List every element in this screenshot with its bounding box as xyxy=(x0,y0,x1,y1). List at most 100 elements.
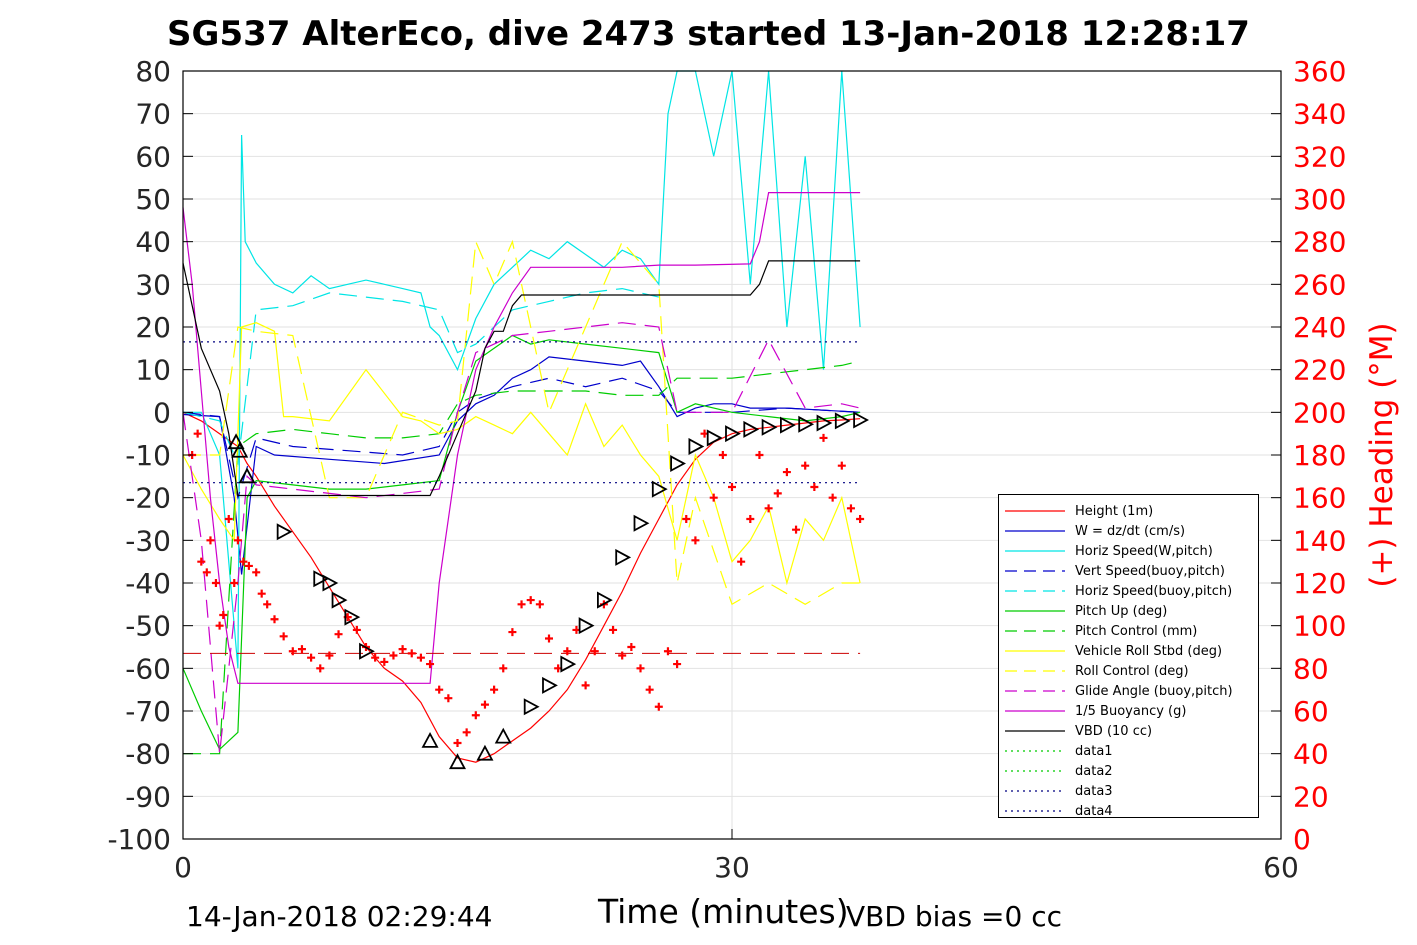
legend-swatch xyxy=(1005,510,1065,512)
heading-point xyxy=(239,557,248,566)
legend-label: Vert Speed(buoy,pitch) xyxy=(1075,564,1225,579)
y-tick-label: 40 xyxy=(135,226,171,259)
depth-marker xyxy=(615,548,632,566)
x-axis-label: Time (minutes) xyxy=(598,892,849,931)
y-tick-label: 0 xyxy=(153,396,171,429)
legend-item: Horiz Speed(buoy,pitch) xyxy=(999,581,1258,601)
heading-point xyxy=(581,681,590,690)
heading-point xyxy=(810,483,819,491)
depth-marker xyxy=(313,570,330,588)
x-tick-label: 60 xyxy=(1263,851,1299,884)
heading-point xyxy=(526,596,535,605)
heading-point xyxy=(416,653,425,662)
heading-point xyxy=(828,493,837,502)
legend-swatch xyxy=(1005,550,1065,552)
y-right-tick-label: 160 xyxy=(1293,482,1346,515)
heading-point xyxy=(499,664,508,673)
series-line-11 xyxy=(182,192,861,684)
heading-point xyxy=(773,489,782,498)
y-tick-label: -10 xyxy=(125,439,171,472)
heading-point xyxy=(480,700,489,709)
depth-marker xyxy=(276,523,293,541)
legend-item: Horiz Speed(W,pitch) xyxy=(999,541,1258,561)
heading-point xyxy=(618,651,627,660)
depth-marker xyxy=(331,591,348,609)
heading-point xyxy=(389,651,398,660)
heading-point xyxy=(856,515,865,523)
legend-swatch xyxy=(1005,610,1065,612)
legend-label: Roll Control (deg) xyxy=(1075,664,1189,679)
y-tick-label: -40 xyxy=(125,567,171,600)
depth-marker xyxy=(688,437,705,455)
legend-item: data1 xyxy=(999,741,1258,761)
heading-point xyxy=(257,589,266,598)
y-right-tick-label: 80 xyxy=(1293,652,1329,685)
heading-point xyxy=(230,579,239,587)
depth-marker xyxy=(560,655,577,673)
depth-marker xyxy=(761,418,778,436)
y-tick-label: -30 xyxy=(125,524,171,557)
heading-point xyxy=(837,461,846,470)
y-right-tick-label: 60 xyxy=(1293,695,1329,728)
y-right-tick-label: 100 xyxy=(1293,610,1346,643)
heading-point xyxy=(197,557,206,566)
heading-point xyxy=(764,504,773,513)
y-tick-label: -20 xyxy=(125,482,171,515)
depth-marker xyxy=(421,731,439,748)
y-tick-label: -60 xyxy=(125,652,171,685)
heading-point xyxy=(297,645,306,654)
heading-point xyxy=(462,728,471,737)
legend-swatch xyxy=(1005,650,1065,652)
heading-point xyxy=(325,651,334,660)
depth-marker xyxy=(476,744,494,761)
depth-marker xyxy=(651,480,668,498)
y-right-tick-label: 340 xyxy=(1293,98,1346,131)
y-right-tick-label: 220 xyxy=(1293,354,1346,387)
depth-marker xyxy=(448,753,467,770)
heading-point xyxy=(307,653,316,662)
depth-marker xyxy=(725,425,741,443)
heading-point xyxy=(682,515,691,523)
heading-point xyxy=(380,657,389,666)
legend-swatch xyxy=(1005,810,1065,812)
y-right-tick-label: 120 xyxy=(1293,567,1346,600)
heading-point xyxy=(202,568,211,577)
heading-point xyxy=(718,451,727,459)
depth-marker xyxy=(542,676,558,694)
y-right-tick-label: 20 xyxy=(1293,780,1329,813)
depth-marker xyxy=(231,441,249,458)
depth-marker xyxy=(798,415,815,433)
series-line-10 xyxy=(182,322,861,754)
legend-label: data4 xyxy=(1075,804,1113,819)
heading-point xyxy=(471,711,480,720)
y-right-tick-label: 0 xyxy=(1293,823,1311,856)
series-line-9 xyxy=(183,239,861,606)
y-right-tick-label: 200 xyxy=(1293,396,1346,429)
chart-title: SG537 AlterEco, dive 2473 started 13-Jan… xyxy=(167,14,1250,54)
legend-swatch xyxy=(1005,790,1065,792)
heading-point xyxy=(755,451,764,459)
legend-item: Vehicle Roll Stbd (deg) xyxy=(999,641,1258,661)
depth-marker xyxy=(359,642,375,660)
legend-item: W = dz/dt (cm/s) xyxy=(999,521,1258,541)
y-tick-label: -100 xyxy=(107,823,171,856)
heading-point xyxy=(263,600,272,609)
legend-label: Height (1m) xyxy=(1075,504,1154,519)
heading-point xyxy=(407,649,416,658)
y-tick-label: 50 xyxy=(135,183,171,216)
heading-point xyxy=(846,504,855,513)
legend-item: data4 xyxy=(999,801,1258,821)
y-right-tick-label: 280 xyxy=(1293,226,1346,259)
heading-point xyxy=(224,515,233,523)
legend-label: Pitch Control (mm) xyxy=(1075,624,1198,639)
y-tick-label: -80 xyxy=(125,738,171,771)
depth-marker xyxy=(578,617,595,635)
legend-item: Height (1m) xyxy=(999,501,1258,521)
legend-swatch xyxy=(1005,590,1065,592)
heading-point xyxy=(782,468,791,477)
legend-swatch xyxy=(1005,570,1065,572)
y-tick-label: -70 xyxy=(125,695,171,728)
legend-swatch xyxy=(1005,630,1065,632)
heading-point xyxy=(352,625,361,634)
legend-item: Pitch Control (mm) xyxy=(999,621,1258,641)
